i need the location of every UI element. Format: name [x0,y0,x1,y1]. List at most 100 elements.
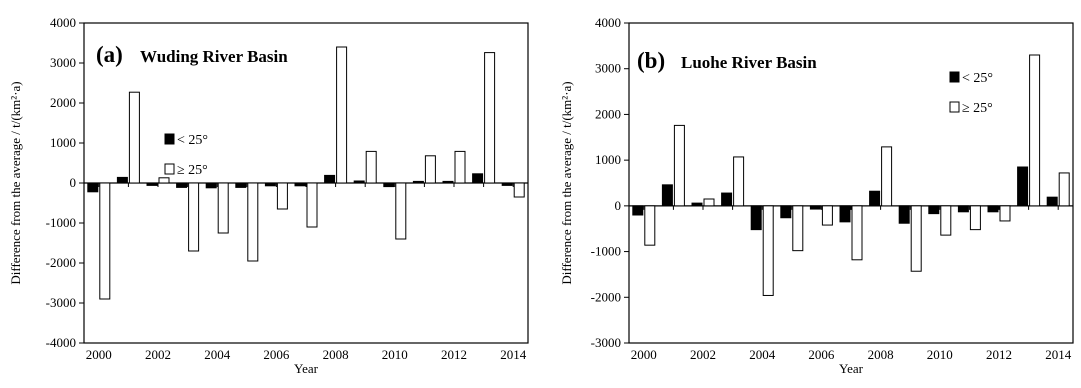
y-tick-label: 0 [615,198,622,213]
legend-label-ge25: ≥ 25° [962,101,993,116]
bar-lt25-2000 [633,206,643,215]
bar-ge25-2008 [337,47,347,183]
bar-lt25-2005 [236,183,246,187]
bar-ge25-2009 [911,206,921,271]
bar-ge25-2014 [1059,173,1069,206]
x-tick-label: 2000 [631,347,657,362]
bar-lt25-2001 [662,185,672,206]
bar-ge25-2008 [882,147,892,206]
bar-lt25-2008 [325,175,335,183]
bar-lt25-2003 [177,183,187,187]
x-tick-label: 2014 [1045,347,1072,362]
bar-lt25-2009 [354,181,364,183]
panel-title: Luohe River Basin [681,53,817,72]
bar-lt25-2012 [988,206,998,212]
y-tick-label: -1000 [46,215,76,230]
bar-lt25-2014 [1047,197,1057,206]
chart-luohe-river-basin: -3000 -2000 -1000 0 1000 2000 3000 4000 2000 2002… [545,0,1081,388]
bar-ge25-2006 [277,183,287,209]
bar-ge25-2004 [763,206,773,296]
bar-ge25-2006 [822,206,832,225]
y-tick-label: -3000 [46,295,76,310]
x-tick-label: 2008 [323,347,349,362]
bar-lt25-2005 [781,206,791,218]
bar-lt25-2006 [810,206,820,209]
x-tick-label: 2002 [690,347,716,362]
bar-ge25-2010 [396,183,406,239]
bar-lt25-2008 [870,191,880,206]
bar-ge25-2003 [189,183,199,251]
x-tick-label: 2010 [927,347,953,362]
y-tick-label: 2000 [50,95,76,110]
bar-ge25-2005 [248,183,258,261]
y-tick-label: -1000 [591,244,621,259]
bar-ge25-2011 [970,206,980,230]
bar-ge25-2012 [455,151,465,183]
y-tick-label: -4000 [46,335,76,350]
bar-ge25-2003 [734,157,744,206]
bar-ge25-2001 [674,125,684,205]
x-axis-title: Year [839,361,864,376]
legend-swatch-ge25 [165,164,174,174]
x-tick-label: 2014 [500,347,527,362]
x-tick-label: 2006 [263,347,290,362]
x-tick-label: 2006 [808,347,835,362]
bar-lt25-2000 [88,183,98,192]
bar-ge25-2005 [793,206,803,251]
bar-lt25-2004 [206,183,216,188]
x-tick-label: 2002 [145,347,171,362]
bar-lt25-2010 [929,206,939,214]
legend-label-lt25: < 25° [962,71,993,86]
x-tick-label: 2010 [382,347,408,362]
y-tick-label: 1000 [50,135,76,150]
bar-lt25-2013 [1018,167,1028,206]
bar-ge25-2002 [704,199,714,206]
bar-lt25-2003 [722,193,732,206]
bar-ge25-2013 [485,53,495,183]
bar-lt25-2012 [443,181,453,183]
legend-swatch-ge25 [950,102,959,112]
chart-wuding-river-basin: -4000 -3000 -2000 -1000 0 1000 2000 3000 4000 200… [0,0,536,388]
y-tick-label: 4000 [595,15,621,30]
bar-lt25-2011 [413,181,423,183]
x-tick-label: 2012 [441,347,467,362]
bar-lt25-2001 [117,177,127,183]
bar-lt25-2007 [295,183,305,186]
bar-lt25-2014 [502,183,512,185]
legend-swatch-lt25 [950,72,959,82]
bar-ge25-2004 [218,183,228,233]
y-tick-label: 3000 [50,55,76,70]
bar-ge25-2014 [514,183,524,197]
bar-ge25-2007 [307,183,317,227]
y-tick-label: -3000 [591,335,621,350]
bar-lt25-2006 [265,183,275,186]
bar-lt25-2007 [840,206,850,222]
y-tick-label: 0 [70,175,77,190]
panel-label: (b) [637,48,665,73]
y-tick-label: -2000 [591,289,621,304]
y-axis-title: Difference from the average / t/(km²·a) [559,81,574,284]
bar-lt25-2013 [473,174,483,183]
bar-ge25-2012 [1000,206,1010,221]
bar-ge25-2002 [159,178,169,183]
bar-ge25-2009 [366,151,376,183]
x-tick-label: 2004 [204,347,231,362]
legend-label-ge25: ≥ 25° [177,163,208,178]
bar-lt25-2009 [899,206,909,223]
x-tick-label: 2004 [749,347,776,362]
bar-lt25-2011 [958,206,968,212]
x-tick-label: 2000 [86,347,112,362]
panel-label: (a) [96,42,123,67]
x-tick-label: 2012 [986,347,1012,362]
panel-title: Wuding River Basin [140,47,288,66]
y-axis-title: Difference from the average / t/(km²·a) [8,81,23,284]
y-tick-label: 2000 [595,106,621,121]
bar-lt25-2010 [384,183,394,187]
y-tick-label: -2000 [46,255,76,270]
x-axis-title: Year [294,361,319,376]
legend-swatch-lt25 [165,134,174,144]
bar-ge25-2013 [1030,55,1040,206]
bar-ge25-2000 [100,183,110,299]
bar-lt25-2004 [751,206,761,230]
bar-ge25-2010 [941,206,951,235]
